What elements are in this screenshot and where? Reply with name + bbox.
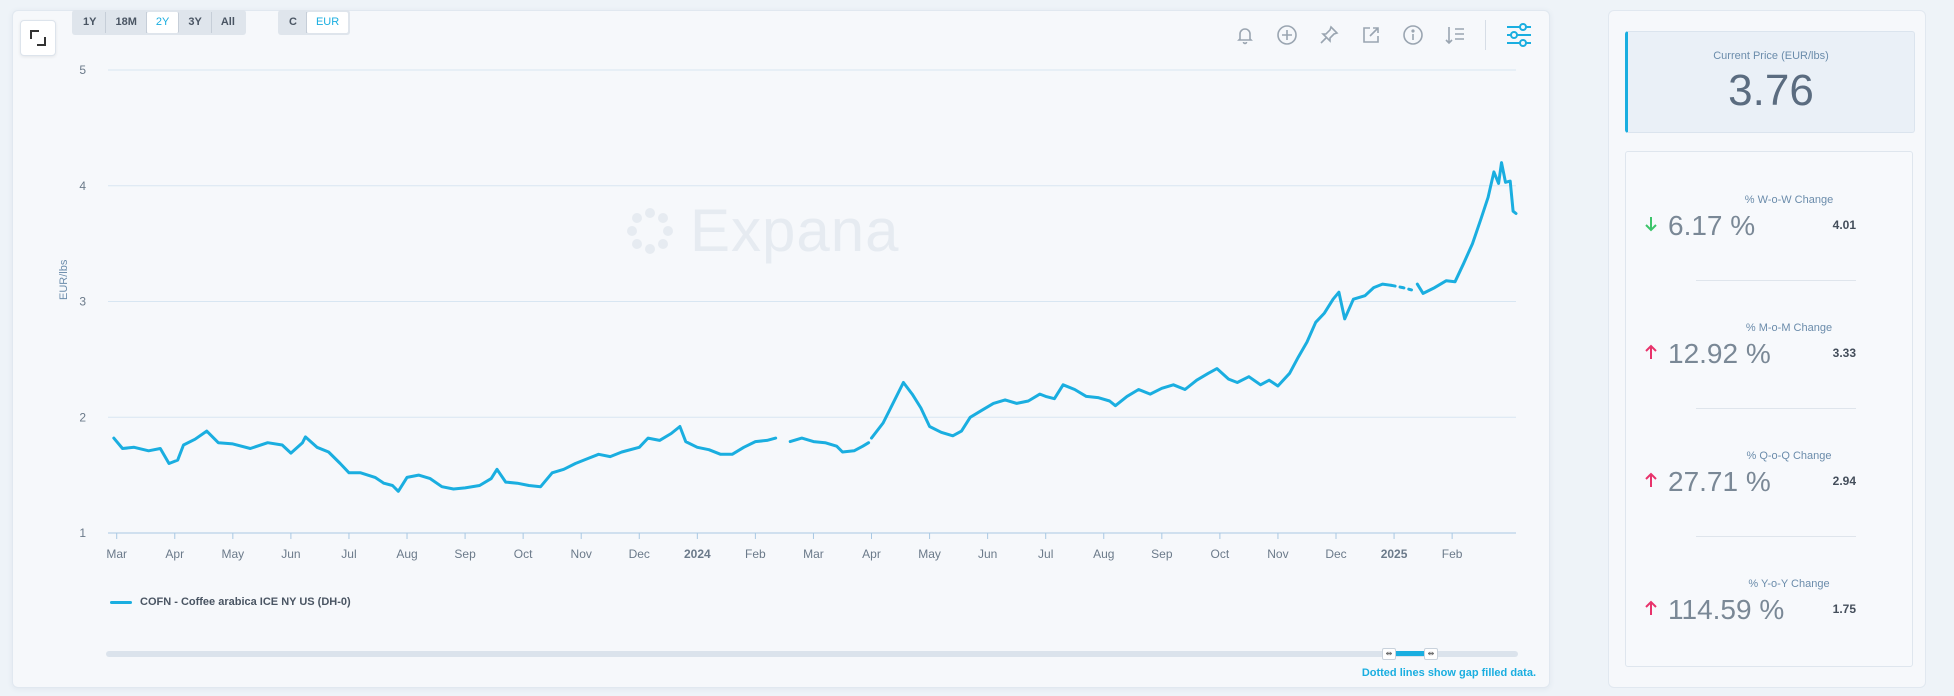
- add-circle-icon[interactable]: [1275, 23, 1299, 47]
- yoy-change-label: % Y-o-Y Change: [1748, 578, 1830, 590]
- x-tick-label: May: [918, 547, 941, 561]
- range-all-button[interactable]: All: [220, 16, 235, 28]
- watermark-text: Expana: [690, 197, 900, 264]
- x-tick-label: Aug: [1093, 547, 1114, 561]
- x-tick-label: Feb: [745, 547, 766, 561]
- mom-change-label: % M-o-M Change: [1745, 322, 1833, 334]
- wow-change: % W-o-W Change 6.17 % 4.01: [1626, 194, 1912, 274]
- stat-divider: [1696, 280, 1856, 281]
- x-tick-label: 2024: [684, 547, 711, 561]
- qoq-change-value: 27.71 %: [1668, 466, 1771, 497]
- stat-divider: [1696, 536, 1856, 537]
- x-tick-label: Feb: [1442, 547, 1463, 561]
- x-tick-label: Apr: [165, 547, 184, 561]
- wow-change-label: % W-o-W Change: [1744, 194, 1834, 206]
- range-2y-button[interactable]: 2Y: [146, 12, 180, 33]
- x-tick-label: Nov: [1267, 547, 1288, 561]
- toolbar-divider: [1485, 20, 1486, 50]
- scroll-handle-right-icon[interactable]: ⇹: [1424, 648, 1438, 660]
- range-scrollbar-track[interactable]: [106, 651, 1518, 657]
- yoy-prev-value: 1.75: [1832, 602, 1856, 616]
- currency-c-button[interactable]: C: [280, 12, 307, 33]
- mom-prev-value: 3.33: [1832, 346, 1856, 360]
- currency-selector: C EUR: [278, 10, 351, 35]
- x-tick-label: Aug: [396, 547, 417, 561]
- x-tick-label: Dec: [629, 547, 650, 561]
- x-tick-label: Sep: [454, 547, 476, 561]
- series-line: [788, 436, 871, 454]
- x-tick-label: Mar: [106, 547, 127, 561]
- info-icon[interactable]: [1401, 23, 1425, 47]
- arrow-up-icon: [1645, 472, 1657, 487]
- gap-filled-note: Dotted lines show gap filled data.: [1361, 667, 1536, 679]
- x-tick-label: Jun: [978, 547, 997, 561]
- mom-change-value: 12.92 %: [1668, 338, 1771, 369]
- range-selector: 1Y 18M 2Y 3Y All: [72, 10, 246, 35]
- arrow-down-icon: [1645, 217, 1657, 232]
- wow-change-value: 6.17 %: [1668, 210, 1756, 241]
- series-line: [1415, 161, 1518, 295]
- yoy-change: % Y-o-Y Change 114.59 % 1.75: [1626, 578, 1912, 658]
- legend-label: COFN - Coffee arabica ICE NY US (DH-0): [140, 596, 351, 608]
- x-tick-label: Jun: [281, 547, 300, 561]
- wow-prev-value: 4.01: [1832, 218, 1856, 232]
- settings-sliders-icon[interactable]: [1504, 23, 1534, 47]
- range-1y-button[interactable]: 1Y: [74, 12, 107, 33]
- x-tick-label: Mar: [803, 547, 824, 561]
- chart-toolbar: [1215, 20, 1534, 50]
- change-stats-card: % W-o-W Change 6.17 % 4.01 % M-o-M Chang…: [1625, 151, 1913, 667]
- x-tick-label: Oct: [514, 547, 533, 561]
- mom-change: % M-o-M Change 12.92 % 3.33: [1626, 322, 1912, 402]
- legend-swatch: [110, 600, 132, 604]
- x-tick-label: Oct: [1211, 547, 1230, 561]
- x-tick-label: Nov: [571, 547, 592, 561]
- x-tick-label: 2025: [1381, 547, 1408, 561]
- x-tick-label: Apr: [862, 547, 881, 561]
- y-tick-label: 5: [79, 63, 86, 77]
- qoq-change: % Q-o-Q Change 27.71 % 2.94: [1626, 450, 1912, 530]
- x-tick-label: Sep: [1151, 547, 1173, 561]
- expana-watermark: Expana: [622, 196, 900, 265]
- series-line: [870, 282, 1393, 440]
- current-price-value: 3.76: [1728, 66, 1814, 115]
- current-price-card: Current Price (EUR/lbs) 3.76: [1625, 31, 1915, 133]
- series-line: [112, 425, 778, 493]
- chart-panel: [12, 10, 1550, 688]
- sort-lines-icon[interactable]: [1443, 23, 1467, 47]
- arrow-up-icon: [1645, 600, 1657, 615]
- y-tick-label: 1: [79, 526, 86, 540]
- range-scrollbar-thumb[interactable]: ⇹ ⇹: [1382, 648, 1438, 660]
- x-tick-label: Dec: [1325, 547, 1346, 561]
- currency-eur-button[interactable]: EUR: [306, 12, 349, 33]
- qoq-prev-value: 2.94: [1832, 474, 1856, 488]
- yoy-change-value: 114.59 %: [1668, 594, 1785, 625]
- range-3y-button[interactable]: 3Y: [179, 12, 212, 33]
- x-tick-label: May: [221, 547, 244, 561]
- y-tick-label: 4: [79, 179, 86, 193]
- x-tick-label: Jul: [341, 547, 356, 561]
- stat-divider: [1696, 408, 1856, 409]
- x-tick-label: Jul: [1038, 547, 1053, 561]
- expand-icon[interactable]: [20, 20, 56, 56]
- current-price-label: Current Price (EUR/lbs): [1713, 50, 1829, 62]
- range-18m-button[interactable]: 18M: [106, 12, 147, 33]
- pin-icon[interactable]: [1317, 23, 1341, 47]
- arrow-up-icon: [1645, 344, 1657, 359]
- y-tick-label: 3: [79, 295, 86, 309]
- external-link-icon[interactable]: [1359, 23, 1383, 47]
- qoq-change-label: % Q-o-Q Change: [1746, 450, 1832, 462]
- scroll-handle-left-icon[interactable]: ⇹: [1382, 648, 1396, 660]
- series-line-gap-filled: [1389, 283, 1413, 292]
- y-tick-label: 2: [79, 410, 86, 424]
- bell-icon[interactable]: [1233, 23, 1257, 47]
- chart-legend[interactable]: COFN - Coffee arabica ICE NY US (DH-0): [110, 596, 351, 608]
- stats-sidebar: Current Price (EUR/lbs) 3.76 % W-o-W Cha…: [1608, 10, 1926, 688]
